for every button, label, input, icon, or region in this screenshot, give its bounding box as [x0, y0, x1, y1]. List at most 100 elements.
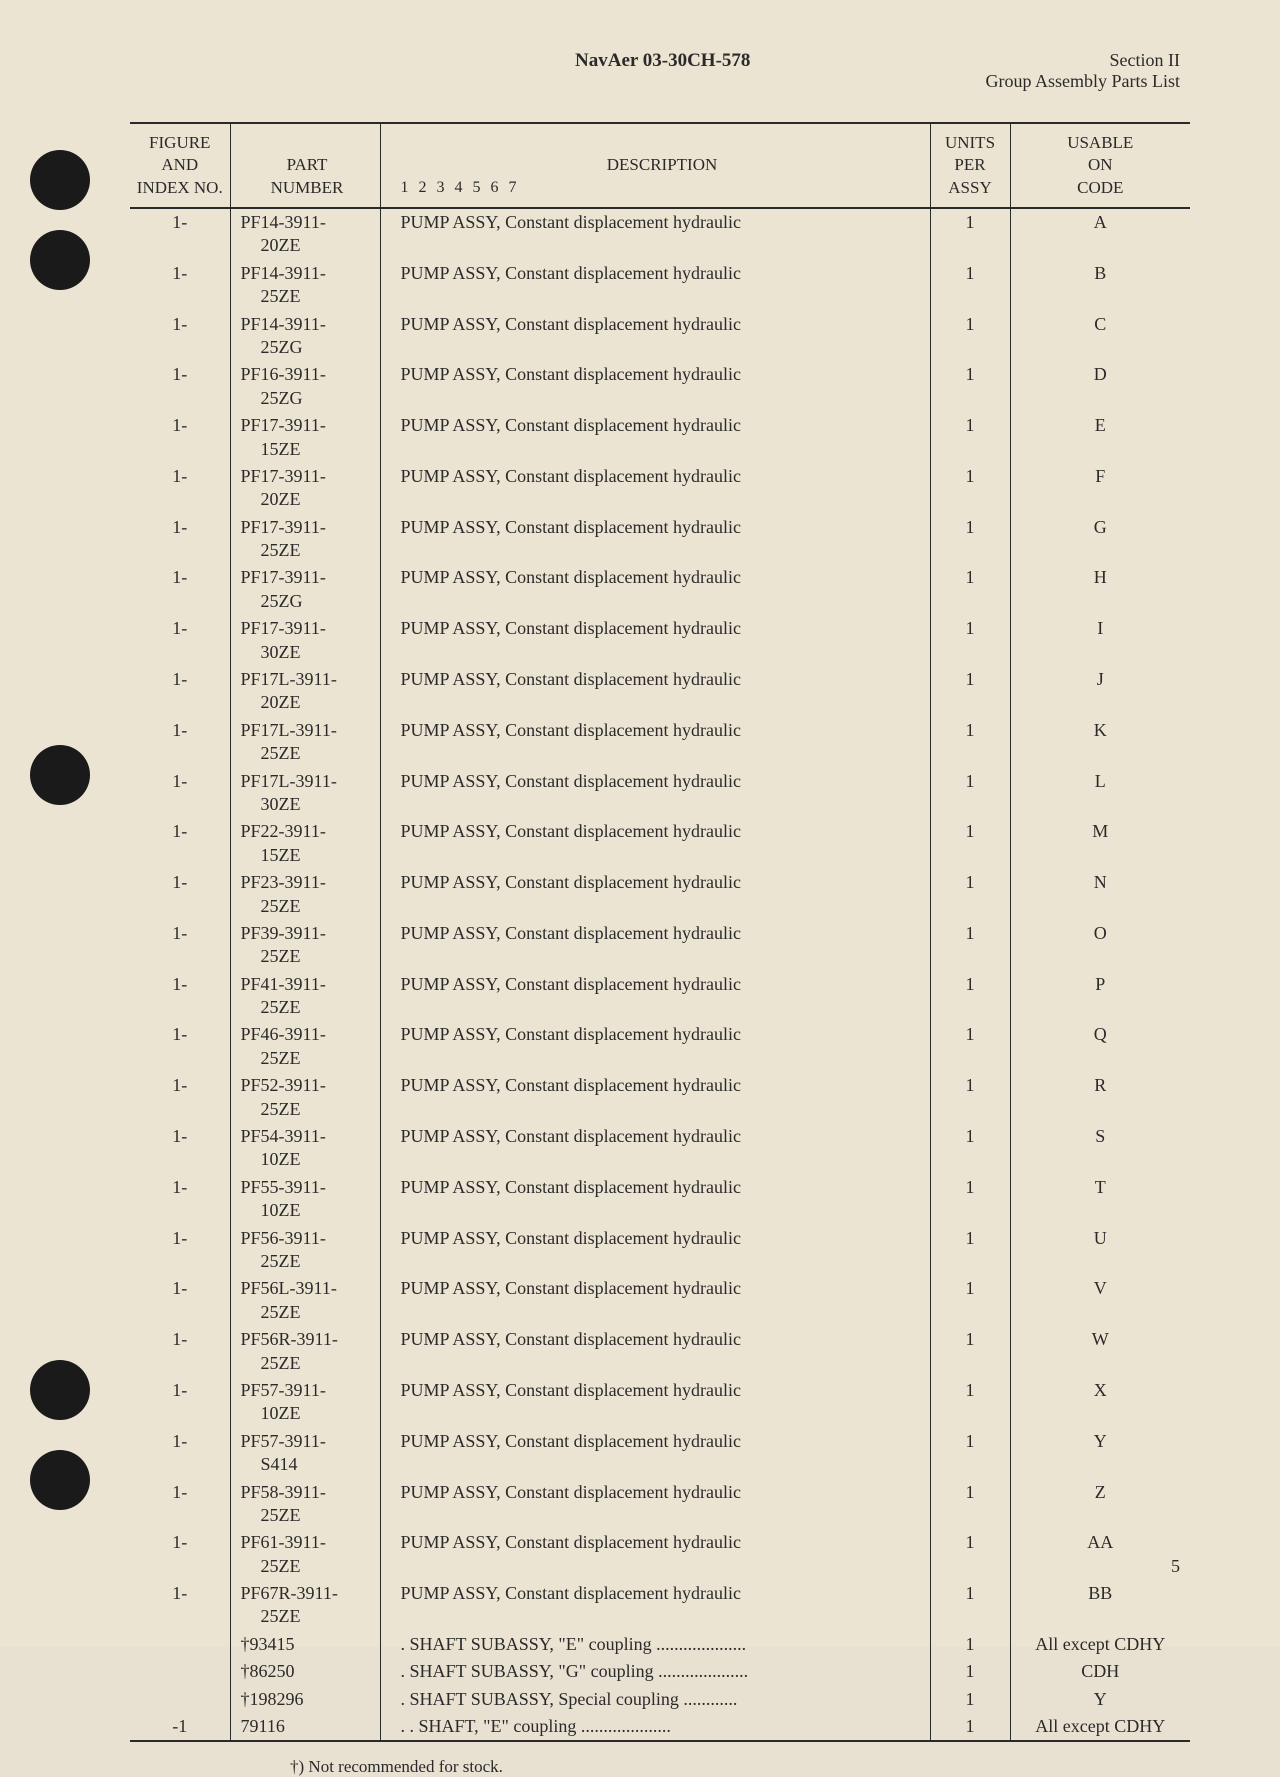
cell-desc: PUMP ASSY, Constant displacement hydraul… [380, 564, 930, 615]
cell-desc: PUMP ASSY, Constant displacement hydraul… [380, 717, 930, 768]
cell-desc: PUMP ASSY, Constant displacement hydraul… [380, 361, 930, 412]
cell-code: U [1010, 1225, 1190, 1276]
table-row: 1- PF57-3911-S414 PUMP ASSY, Constant di… [130, 1428, 1190, 1479]
cell-desc: . SHAFT SUBASSY, "E" coupling ..........… [380, 1631, 930, 1658]
cell-code: CDH [1010, 1658, 1190, 1685]
table-row: 1- PF54-3911-10ZE PUMP ASSY, Constant di… [130, 1123, 1190, 1174]
cell-desc: PUMP ASSY, Constant displacement hydraul… [380, 1580, 930, 1631]
cell-code: X [1010, 1377, 1190, 1428]
cell-part: PF17-3911-25ZE [230, 514, 380, 565]
cell-desc: PUMP ASSY, Constant displacement hydraul… [380, 666, 930, 717]
cell-units: 1 [930, 412, 1010, 463]
cell-figure: 1- [130, 260, 230, 311]
table-row: 1- PF67R-3911-25ZE PUMP ASSY, Constant d… [130, 1580, 1190, 1631]
cell-part: PF22-3911-15ZE [230, 818, 380, 869]
cell-figure: 1- [130, 971, 230, 1022]
cell-figure: 1- [130, 1174, 230, 1225]
cell-units: 1 [930, 1174, 1010, 1225]
cell-units: 1 [930, 1072, 1010, 1123]
table-row: 1- PF56L-3911-25ZE PUMP ASSY, Constant d… [130, 1275, 1190, 1326]
cell-part: †86250 [230, 1658, 380, 1685]
cell-figure: 1- [130, 1123, 230, 1174]
table-row: 1- PF46-3911-25ZE PUMP ASSY, Constant di… [130, 1021, 1190, 1072]
cell-part: PF14-3911-20ZE [230, 208, 380, 260]
page-container: NavAer 03-30CH-578 Section II Group Asse… [0, 0, 1280, 1647]
cell-code: T [1010, 1174, 1190, 1225]
cell-part: PF58-3911-25ZE [230, 1479, 380, 1530]
cell-units: 1 [930, 869, 1010, 920]
cell-desc: . . SHAFT, "E" coupling ................… [380, 1713, 930, 1741]
cell-figure: 1- [130, 1326, 230, 1377]
cell-units: 1 [930, 818, 1010, 869]
cell-code: C [1010, 311, 1190, 362]
cell-units: 1 [930, 1225, 1010, 1276]
cell-figure: 1- [130, 361, 230, 412]
cell-figure: 1- [130, 514, 230, 565]
col-header-part: PARTNUMBER [230, 123, 380, 208]
cell-desc: PUMP ASSY, Constant displacement hydraul… [380, 1225, 930, 1276]
table-row: 1- PF56-3911-25ZE PUMP ASSY, Constant di… [130, 1225, 1190, 1276]
cell-part: PF56L-3911-25ZE [230, 1275, 380, 1326]
col-header-figure: FIGUREANDINDEX NO. [130, 123, 230, 208]
cell-code: Y [1010, 1686, 1190, 1713]
cell-desc: PUMP ASSY, Constant displacement hydraul… [380, 1479, 930, 1530]
cell-figure: 1- [130, 1529, 230, 1580]
col-header-units: UNITSPERASSY [930, 123, 1010, 208]
cell-units: 1 [930, 666, 1010, 717]
cell-code: G [1010, 514, 1190, 565]
cell-figure [130, 1658, 230, 1685]
table-row: 1- PF61-3911-25ZE PUMP ASSY, Constant di… [130, 1529, 1190, 1580]
table-row: †198296 . SHAFT SUBASSY, Special couplin… [130, 1686, 1190, 1713]
cell-code: BB [1010, 1580, 1190, 1631]
cell-part: PF17L-3911-25ZE [230, 717, 380, 768]
cell-units: 1 [930, 1326, 1010, 1377]
cell-code: R [1010, 1072, 1190, 1123]
cell-part: PF17-3911-25ZG [230, 564, 380, 615]
page-number: 5 [1171, 1556, 1180, 1577]
cell-code: J [1010, 666, 1190, 717]
doc-number: NavAer 03-30CH-578 [140, 50, 985, 72]
cell-desc: PUMP ASSY, Constant displacement hydraul… [380, 1326, 930, 1377]
cell-code: Z [1010, 1479, 1190, 1530]
cell-part: PF17L-3911-30ZE [230, 768, 380, 819]
cell-code: All except CDHY [1010, 1713, 1190, 1741]
table-row: 1- PF17-3911-25ZE PUMP ASSY, Constant di… [130, 514, 1190, 565]
cell-units: 1 [930, 311, 1010, 362]
cell-units: 1 [930, 1021, 1010, 1072]
cell-units: 1 [930, 1275, 1010, 1326]
cell-figure: 1- [130, 869, 230, 920]
cell-code: B [1010, 260, 1190, 311]
cell-figure: 1- [130, 1021, 230, 1072]
cell-desc: PUMP ASSY, Constant displacement hydraul… [380, 615, 930, 666]
table-row: †86250 . SHAFT SUBASSY, "G" coupling ...… [130, 1658, 1190, 1685]
col-header-code: USABLEONCODE [1010, 123, 1190, 208]
cell-desc: PUMP ASSY, Constant displacement hydraul… [380, 208, 930, 260]
cell-units: 1 [930, 1529, 1010, 1580]
section-line2: Group Assembly Parts List [985, 71, 1180, 92]
table-row: 1- PF17L-3911-25ZE PUMP ASSY, Constant d… [130, 717, 1190, 768]
cell-figure: 1- [130, 1428, 230, 1479]
cell-desc: PUMP ASSY, Constant displacement hydraul… [380, 1428, 930, 1479]
table-row: †93415 . SHAFT SUBASSY, "E" coupling ...… [130, 1631, 1190, 1658]
cell-part: PF41-3911-25ZE [230, 971, 380, 1022]
cell-code: K [1010, 717, 1190, 768]
cell-desc: PUMP ASSY, Constant displacement hydraul… [380, 412, 930, 463]
cell-figure: 1- [130, 564, 230, 615]
cell-desc: . SHAFT SUBASSY, "G" coupling ..........… [380, 1658, 930, 1685]
cell-part: PF52-3911-25ZE [230, 1072, 380, 1123]
cell-desc: PUMP ASSY, Constant displacement hydraul… [380, 1123, 930, 1174]
table-row: 1- PF56R-3911-25ZE PUMP ASSY, Constant d… [130, 1326, 1190, 1377]
cell-code: I [1010, 615, 1190, 666]
cell-part: 79116 [230, 1713, 380, 1741]
table-row: 1- PF23-3911-25ZE PUMP ASSY, Constant di… [130, 869, 1190, 920]
table-row: 1- PF52-3911-25ZE PUMP ASSY, Constant di… [130, 1072, 1190, 1123]
cell-units: 1 [930, 564, 1010, 615]
cell-desc: PUMP ASSY, Constant displacement hydraul… [380, 1529, 930, 1580]
table-row: 1- PF17-3911-20ZE PUMP ASSY, Constant di… [130, 463, 1190, 514]
cell-figure: 1- [130, 717, 230, 768]
cell-code: D [1010, 361, 1190, 412]
cell-figure [130, 1631, 230, 1658]
footnote: †) Not recommended for stock. [130, 1757, 1190, 1777]
cell-code: M [1010, 818, 1190, 869]
cell-part: PF14-3911-25ZE [230, 260, 380, 311]
